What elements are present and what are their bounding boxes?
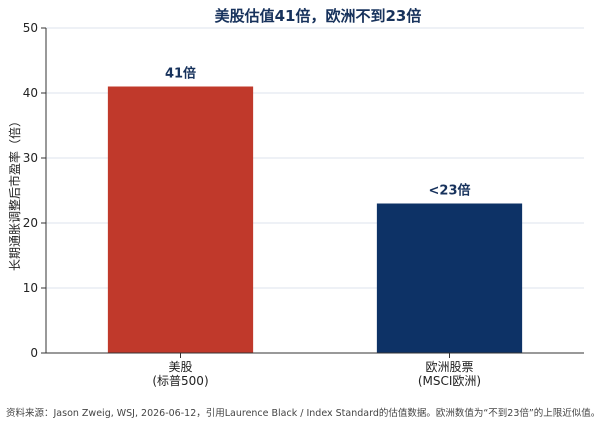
chart-title: 美股估值41倍，欧洲不到23倍 — [215, 7, 422, 25]
bars: 41倍 <23倍 — [107, 66, 523, 353]
data-label: <23倍 — [429, 183, 471, 199]
bar — [376, 203, 523, 353]
y-tick-label: 10 — [23, 281, 38, 295]
bar — [107, 86, 254, 353]
y-tick-label: 30 — [23, 151, 38, 165]
axes: 0 10 20 30 40 50 美股(标普500) 欧洲股票(MSCI欧洲) — [23, 21, 584, 388]
x-tick-label: 美股 — [168, 360, 192, 374]
source-note: 资料来源：Jason Zweig, WSJ, 2026-06-12，引用Laur… — [6, 407, 600, 419]
y-tick-label: 0 — [30, 346, 38, 360]
y-tick-label: 20 — [23, 216, 38, 230]
y-tick-label: 50 — [23, 21, 38, 35]
x-tick-label: (标普500) — [152, 374, 208, 388]
x-tick-label: 欧洲股票 — [425, 360, 473, 374]
data-label: 41倍 — [165, 66, 196, 82]
y-tick-label: 40 — [23, 86, 38, 100]
x-tick-label: (MSCI欧洲) — [418, 374, 481, 388]
y-axis-label: 长期通胀调整后市盈率（倍） — [7, 115, 22, 271]
